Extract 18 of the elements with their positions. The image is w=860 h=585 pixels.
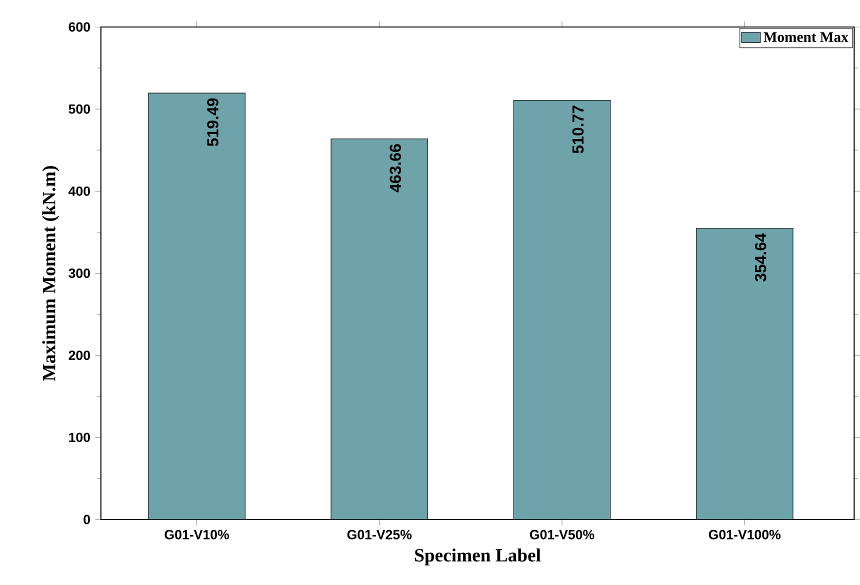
x-tick-label: G01-V25% <box>347 530 412 540</box>
y-tick-label: 200 <box>68 350 90 360</box>
data-label: 519.49 <box>207 98 218 146</box>
y-tick-label: 300 <box>68 268 90 278</box>
data-label: 510.77 <box>572 105 584 154</box>
x-tick-label: G01-V10% <box>164 530 229 540</box>
y-tick-label: 400 <box>68 186 90 196</box>
data-label: 463.66 <box>390 144 402 192</box>
y-tick-label: 600 <box>68 22 90 32</box>
x-axis-title: Specimen Label <box>415 548 541 566</box>
y-tick-label: 0 <box>84 514 90 524</box>
legend-label: Moment Max <box>764 32 848 42</box>
y-axis-title: Maximum Moment (kN.m) <box>42 166 60 381</box>
data-label: 354.64 <box>754 232 766 282</box>
x-tick-label: G01-V50% <box>530 530 594 540</box>
x-tick-label: G01-V100% <box>708 530 781 540</box>
y-tick-label: 500 <box>68 104 90 114</box>
y-tick-label: 100 <box>69 432 90 442</box>
